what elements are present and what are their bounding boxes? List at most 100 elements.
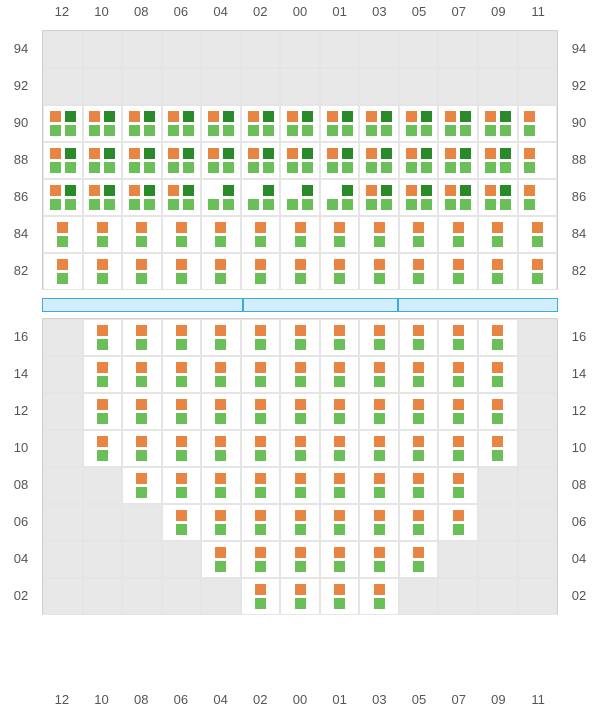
cell [201,68,241,105]
slot-indicator [413,524,424,535]
slot-indicator [334,236,345,247]
slot-indicator [295,473,306,484]
cell [241,393,281,430]
slot-indicator [57,273,68,284]
slot-indicator [295,598,306,609]
cell [359,142,399,179]
slot-indicator [136,473,147,484]
cell [359,541,399,578]
slot-indicator [255,524,266,535]
column-labels-top: 12100806040200010305070911 [0,4,600,28]
slot-indicator [453,325,464,336]
slot-indicator [223,199,234,210]
slot-indicator [374,547,385,558]
slot-indicator [374,413,385,424]
slot-indicator [255,413,266,424]
cell [438,319,478,356]
slot-indicator [255,436,266,447]
slot-indicator [248,148,259,159]
cell [241,216,281,253]
row-labels-lower-right: 1614121008060402 [558,318,600,614]
slot-indicator [334,450,345,461]
col-label: 10 [82,692,122,716]
slot-indicator [97,376,108,387]
slot-indicator [485,125,496,136]
cell [438,31,478,68]
cell [241,356,281,393]
slot-indicator [65,199,76,210]
slot-indicator [460,148,471,159]
slot-indicator [492,362,503,373]
row-label: 08 [0,466,42,503]
slot-indicator [89,111,100,122]
cell [518,541,558,578]
slot-indicator [500,185,511,196]
slot-indicator [374,222,385,233]
slot-indicator [460,162,471,173]
slot-indicator [263,199,274,210]
cell [518,356,558,393]
cell [83,105,123,142]
slot-indicator [302,185,313,196]
slot-indicator [50,162,61,173]
cell [478,504,518,541]
slot-indicator [65,185,76,196]
slot-indicator [144,125,155,136]
slot-indicator [255,362,266,373]
slot-indicator [208,148,219,159]
slot-indicator [500,125,511,136]
slot-indicator [176,236,187,247]
cell [43,467,83,504]
slot-indicator [215,450,226,461]
row-label: 06 [558,503,600,540]
cell [43,578,83,615]
slot-indicator [215,487,226,498]
divider-segment [398,298,558,312]
slot-indicator [136,399,147,410]
slot-indicator [460,111,471,122]
cell [162,319,202,356]
cell [359,467,399,504]
slot-indicator [374,598,385,609]
cell [359,179,399,216]
slot-indicator [215,413,226,424]
slot-indicator [492,436,503,447]
cell [438,68,478,105]
slot-indicator [366,162,377,173]
slot-indicator [406,199,417,210]
slot-indicator [136,325,147,336]
slot-indicator [334,325,345,336]
cell [359,68,399,105]
slot-indicator [421,162,432,173]
slot-indicator [215,473,226,484]
slot-indicator [129,162,140,173]
slot-indicator [413,450,424,461]
cell [399,356,439,393]
slot-indicator [374,450,385,461]
slot-indicator [295,450,306,461]
slot-indicator [50,199,61,210]
cell [201,216,241,253]
slot-indicator [215,547,226,558]
slot-indicator [136,236,147,247]
slot-indicator [248,125,259,136]
cell [162,142,202,179]
cell [518,68,558,105]
cell [280,467,320,504]
slot-indicator [183,148,194,159]
cell [122,319,162,356]
slot-indicator [215,561,226,572]
cell [43,68,83,105]
row-label: 84 [0,215,42,252]
slot-indicator [255,325,266,336]
cell [83,393,123,430]
row-label: 16 [558,318,600,355]
cell [241,319,281,356]
slot-indicator [65,111,76,122]
cell [201,467,241,504]
slot-indicator [295,547,306,558]
slot-indicator [500,111,511,122]
cell [359,578,399,615]
slot-indicator [208,125,219,136]
cell [478,430,518,467]
